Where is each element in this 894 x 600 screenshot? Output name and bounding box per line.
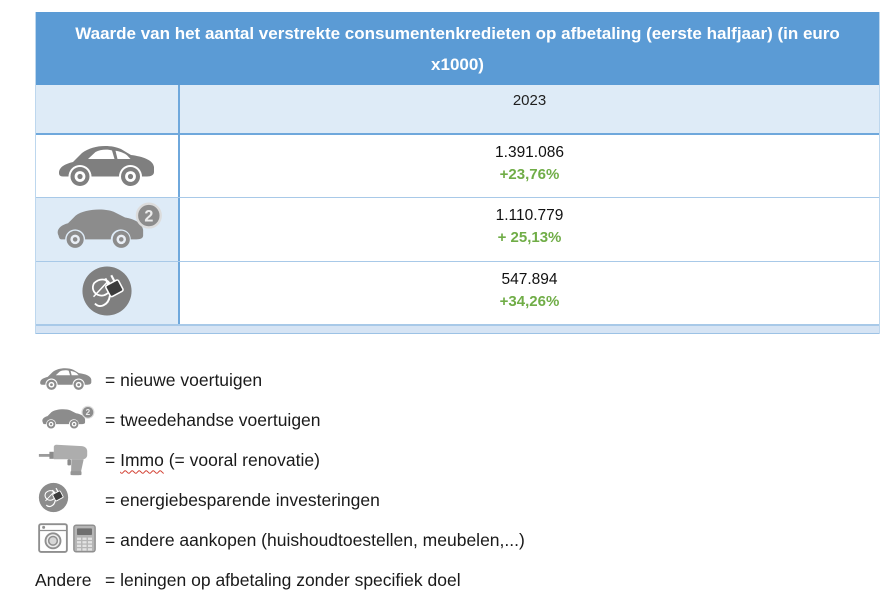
legend-label: = Immo (= vooral renovatie) — [105, 450, 320, 471]
energy-cell — [36, 262, 180, 324]
change-percent: + 25,13% — [497, 229, 562, 246]
used-car-icon: 2 — [49, 201, 165, 258]
value-2023: 1.391.086 — [495, 144, 564, 161]
table-row: 1.391.086 +23,76% — [36, 135, 879, 198]
legend-label: = tweedehandse voertuigen — [105, 409, 321, 430]
table-title: Waarde van het aantal verstrekte consume… — [36, 12, 879, 85]
energy-icon — [38, 482, 69, 518]
calculator-icon — [73, 524, 96, 558]
badge-2-label: 2 — [144, 207, 153, 225]
energy-value-cell: 547.894 +34,26% — [180, 262, 879, 324]
year-header-cell: 2023 — [180, 85, 879, 133]
table-bottom-strip — [36, 325, 879, 334]
legend-label-post: (= vooral renovatie) — [163, 449, 320, 470]
legend-item-energiebesparend: = energiebesparende investeringen — [35, 480, 655, 520]
energy-icon — [81, 265, 133, 322]
legend-item-tweedehandse-voertuigen: 2 = tweedehandse voertuigen — [35, 400, 655, 440]
used-car-icon: 2 — [38, 405, 96, 436]
value-2023: 1.110.779 — [495, 207, 564, 224]
table-row: 547.894 +34,26% — [36, 262, 879, 325]
legend-item-andere-aankopen: = andere aankopen (huishoudtoestellen, m… — [35, 520, 655, 560]
legend-key — [35, 365, 105, 396]
washing-machine-icon — [38, 522, 68, 558]
legend-item-nieuwe-voertuigen: = nieuwe voertuigen — [35, 360, 655, 400]
year-label: 2023 — [512, 92, 547, 109]
consumer-credit-table: Waarde van het aantal verstrekte consume… — [35, 12, 880, 334]
legend-label-misspelled-word: Immo — [120, 449, 164, 470]
year-row-empty-cell — [36, 85, 180, 133]
legend-label: = nieuwe voertuigen — [105, 369, 263, 390]
new-car-value-cell: 1.391.086 +23,76% — [180, 135, 879, 197]
icon-legend: = nieuwe voertuigen 2 = tweedehandse voe… — [35, 360, 655, 600]
legend-key — [35, 439, 105, 481]
legend-label: = energiebesparende investeringen — [105, 489, 380, 510]
legend-label: = leningen op afbetaling zonder specifie… — [105, 569, 461, 590]
new-car-cell — [36, 135, 180, 197]
change-percent: +34,26% — [499, 293, 560, 310]
new-car-icon — [38, 365, 94, 396]
change-percent: +23,76% — [499, 166, 560, 183]
legend-key — [35, 522, 105, 558]
badge-2-label: 2 — [86, 408, 91, 417]
table-title-text: Waarde van het aantal verstrekte consume… — [75, 24, 840, 74]
new-car-icon — [55, 140, 159, 193]
table-row: 2 1.110.779 + 25,13% — [36, 198, 879, 262]
table-year-row: 2023 — [36, 85, 879, 135]
legend-key-andere: Andere — [35, 569, 92, 590]
legend-label: = andere aankopen (huishoudtoestellen, m… — [105, 529, 525, 550]
value-2023: 547.894 — [501, 271, 558, 288]
legend-key — [35, 482, 105, 518]
legend-label-pre: = — [105, 449, 121, 470]
used-car-value-cell: 1.110.779 + 25,13% — [180, 198, 879, 261]
legend-item-immo: = Immo (= vooral renovatie) — [35, 440, 655, 480]
used-car-cell: 2 — [36, 198, 180, 261]
appliances-icon — [38, 522, 96, 558]
legend-key: 2 — [35, 405, 105, 436]
drill-icon — [38, 439, 96, 481]
legend-item-andere: Andere = leningen op afbetaling zonder s… — [35, 560, 655, 600]
